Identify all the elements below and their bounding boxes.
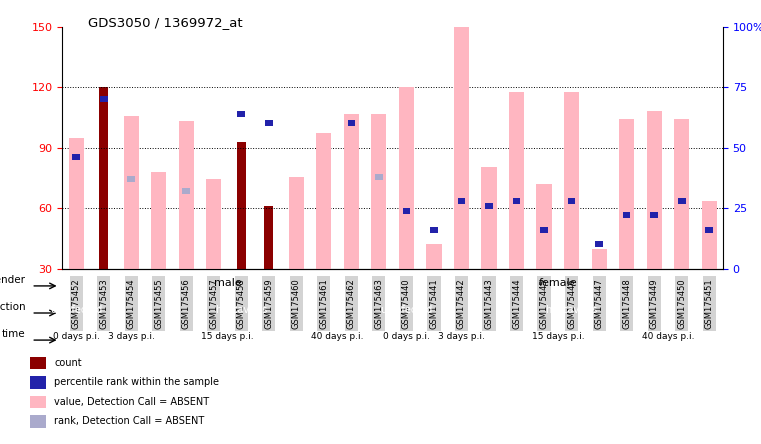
Bar (403, 207, 410, 214)
Text: female: female (539, 278, 577, 288)
Bar (183, 188, 190, 194)
Bar (68, 138, 84, 269)
Text: 15 days p.i.: 15 days p.i. (201, 333, 254, 341)
Bar (619, 119, 634, 269)
Bar (454, 27, 469, 269)
Text: time: time (2, 329, 25, 339)
Bar (72, 154, 80, 160)
Bar (513, 198, 521, 204)
Bar (537, 184, 552, 269)
Bar (237, 111, 245, 117)
Bar (426, 245, 441, 269)
Text: 15 days p.i.: 15 days p.i. (531, 333, 584, 341)
Bar (678, 198, 686, 204)
Text: 40 days p.i.: 40 days p.i. (311, 333, 364, 341)
Bar (30, 376, 46, 388)
Bar (30, 357, 46, 369)
Text: 3 days p.i.: 3 days p.i. (438, 333, 485, 341)
Bar (348, 120, 355, 127)
Text: 0 days p.i.: 0 days p.i. (383, 333, 430, 341)
Bar (264, 206, 273, 269)
Bar (123, 116, 139, 269)
Bar (595, 242, 603, 247)
Bar (317, 133, 332, 269)
Text: hantavirus: hantavirus (215, 305, 267, 315)
Bar (206, 179, 221, 269)
Bar (100, 96, 107, 102)
Bar (651, 212, 658, 218)
Bar (702, 201, 717, 269)
Text: percentile rank within the sample: percentile rank within the sample (54, 377, 219, 387)
Text: infection: infection (0, 302, 25, 312)
Text: GDS3050 / 1369972_at: GDS3050 / 1369972_at (88, 16, 242, 28)
Text: uninfected: uninfected (380, 305, 432, 315)
Bar (540, 227, 548, 233)
Bar (509, 92, 524, 269)
Bar (678, 198, 686, 204)
Bar (482, 167, 497, 269)
Bar (344, 114, 359, 269)
Text: value, Detection Call = ABSENT: value, Detection Call = ABSENT (54, 397, 209, 407)
Bar (674, 119, 689, 269)
Bar (564, 92, 579, 269)
Text: count: count (54, 358, 82, 368)
Bar (647, 111, 662, 269)
Bar (127, 176, 135, 182)
Text: rank, Detection Call = ABSENT: rank, Detection Call = ABSENT (54, 416, 205, 426)
Bar (595, 242, 603, 247)
Bar (591, 249, 607, 269)
Bar (622, 212, 630, 218)
Bar (30, 396, 46, 408)
Text: gender: gender (0, 275, 25, 285)
Bar (30, 415, 46, 428)
Bar (457, 198, 465, 204)
Bar (403, 207, 410, 214)
Bar (399, 87, 414, 269)
Text: 40 days p.i.: 40 days p.i. (642, 333, 694, 341)
Bar (375, 174, 383, 180)
Text: 3 days p.i.: 3 days p.i. (108, 333, 154, 341)
Bar (72, 154, 80, 160)
Bar (99, 87, 108, 269)
Text: 0 days p.i.: 0 days p.i. (53, 333, 100, 341)
Text: male: male (214, 278, 241, 288)
Bar (568, 198, 575, 204)
Bar (347, 156, 356, 269)
Bar (371, 114, 387, 269)
Bar (568, 198, 575, 204)
Bar (705, 227, 713, 233)
Bar (237, 142, 246, 269)
Bar (265, 120, 272, 127)
Bar (179, 121, 194, 269)
Text: uninfected: uninfected (50, 305, 102, 315)
Bar (430, 227, 438, 233)
Bar (486, 202, 493, 209)
Bar (513, 198, 521, 204)
Bar (457, 198, 465, 204)
Bar (288, 177, 304, 269)
Text: hantavirus: hantavirus (546, 305, 597, 315)
Bar (151, 172, 167, 269)
